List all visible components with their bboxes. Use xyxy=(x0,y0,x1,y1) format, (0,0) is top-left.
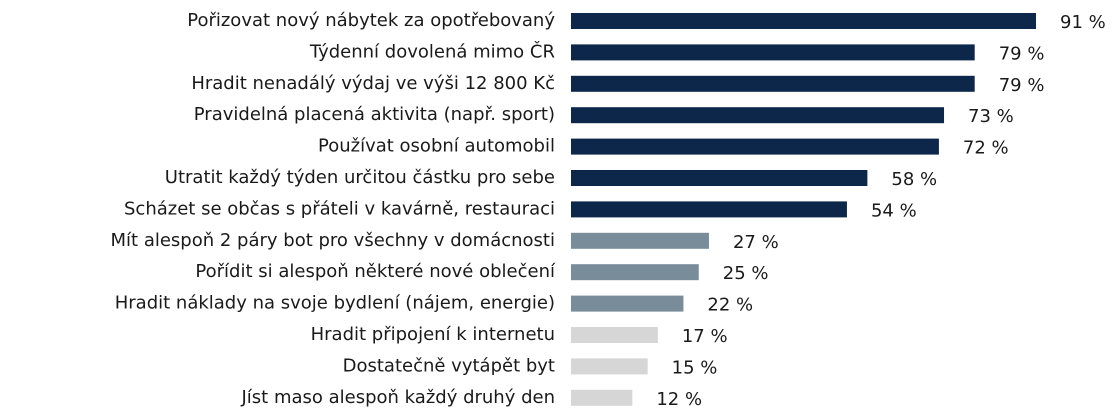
bar xyxy=(571,389,633,406)
value-label: 15 % xyxy=(672,357,718,378)
bar xyxy=(571,170,868,186)
bar xyxy=(571,295,684,312)
category-label: Dostatečně vytápět byt xyxy=(343,355,555,376)
value-label: 27 % xyxy=(733,232,779,253)
value-label: 12 % xyxy=(656,389,702,410)
value-label: 73 % xyxy=(968,106,1014,127)
category-label: Mít alespoň 2 páry bot pro všechny v dom… xyxy=(111,230,555,251)
category-label: Jíst maso alespoň každý druhý den xyxy=(240,387,555,408)
category-label: Pořizovat nový nábytek za opotřebovaný xyxy=(187,10,555,31)
value-label: 79 % xyxy=(999,75,1045,96)
bar xyxy=(571,264,699,281)
value-label: 17 % xyxy=(682,326,728,347)
bar xyxy=(571,13,1037,29)
category-label: Utratit každý týden určitou částku pro s… xyxy=(165,167,555,188)
value-label: 58 % xyxy=(891,169,937,190)
bar xyxy=(571,75,975,92)
bar xyxy=(571,44,975,61)
category-label: Scházet se občas s přáteli v kavárně, re… xyxy=(124,198,555,219)
category-label: Pravidelná placená aktivita (např. sport… xyxy=(194,104,555,125)
value-label: 91 % xyxy=(1060,12,1106,33)
value-label: 79 % xyxy=(999,43,1045,64)
value-label: 54 % xyxy=(871,200,917,221)
value-label: 25 % xyxy=(723,263,769,284)
bar xyxy=(571,107,945,124)
bar xyxy=(571,327,658,343)
bar xyxy=(571,358,648,375)
bar xyxy=(571,138,939,155)
category-label: Týdenní dovolená mimo ČR xyxy=(309,40,555,62)
category-label: Hradit nenadálý výdaj ve výši 12 800 Kč xyxy=(191,73,555,94)
category-label: Používat osobní automobil xyxy=(318,136,555,157)
category-label: Hradit připojení k internetu xyxy=(311,324,555,345)
category-label: Pořídit si alespoň některé nové oblečení xyxy=(195,261,556,282)
value-label: 22 % xyxy=(707,295,753,316)
bar xyxy=(571,201,847,218)
value-label: 72 % xyxy=(963,138,1009,159)
bar xyxy=(571,232,709,249)
category-label: Hradit náklady na svoje bydlení (nájem, … xyxy=(115,293,555,314)
